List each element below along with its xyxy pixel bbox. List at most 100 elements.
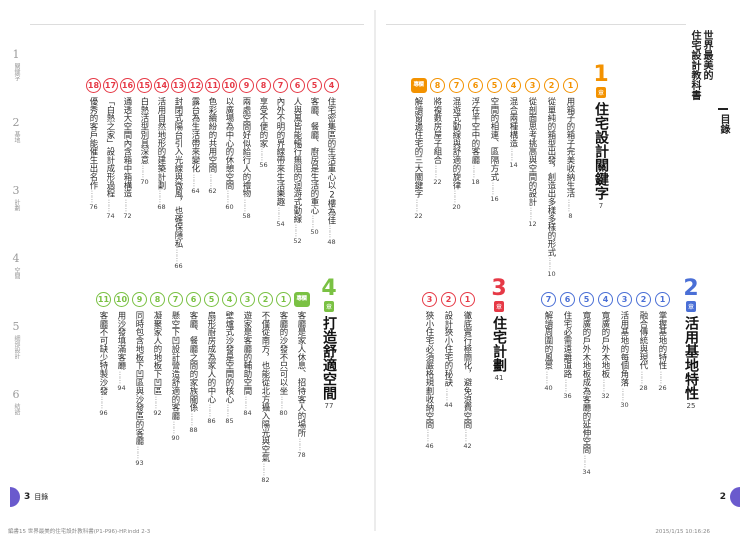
toc-entry: 10 以廣場為中心的休憩空間…… 60 <box>222 78 237 211</box>
entry-page: 42 <box>463 442 472 451</box>
entry-page: 22 <box>414 211 423 220</box>
chapter-title: 住宅計劃 <box>491 316 507 372</box>
entry-page: 60 <box>225 203 234 212</box>
chapter-heading: 4 章打造舒適空間 77 <box>318 278 340 411</box>
toc-entry: 7 解讀周圍的風景…… 40 <box>541 292 556 392</box>
entry-number-badge: 18 <box>86 78 101 93</box>
toc-entry: 3 從剖面思考挑高與空間的設計…… 12 <box>525 78 540 228</box>
leader-dots: …… <box>425 429 434 442</box>
entry-title: 掌握基地的特性 <box>658 311 668 370</box>
entry-number-badge: 3 <box>617 292 632 307</box>
toc-entry: 2 融合傳統與現代…… 28 <box>636 292 651 392</box>
leader-dots: …… <box>620 387 629 400</box>
book-title-line1: 世界最美的 <box>701 30 712 80</box>
page-fold <box>374 10 376 531</box>
entry-number-badge: 10 <box>222 78 237 93</box>
entry-page: 76 <box>89 203 98 212</box>
toc-entry: 18 優秀的客戶能催生出名作…… 76 <box>86 78 101 211</box>
side-nav-label: 結語 <box>13 403 20 415</box>
entry-page: 16 <box>490 194 499 203</box>
side-nav-label: 細部設計 <box>13 335 20 359</box>
toc-entry: 15 白熱活型別具深意…… 70 <box>137 78 152 186</box>
side-nav-label: 關鍵字 <box>13 63 20 81</box>
entry-title: 用箱子的箱子完美收納生活 <box>566 97 576 198</box>
side-nav-label: 計劃 <box>13 199 20 211</box>
entry-number-badge: 5 <box>487 78 502 93</box>
side-nav-label: 空間 <box>13 267 20 279</box>
leader-dots: …… <box>153 395 162 408</box>
toc-entry: 專欄 解讀窗邊住宅的三大關鍵字…… 22 <box>410 78 427 220</box>
entry-number-badge: 4 <box>222 292 237 307</box>
entry-number-badge: 1 <box>563 78 578 93</box>
leader-dots: …… <box>327 225 336 238</box>
entry-title: 浮在半空中的客廳 <box>471 97 481 165</box>
toc-entry: 12 露台為生活帶來變化…… 64 <box>188 78 203 195</box>
entry-page: 54 <box>276 220 285 229</box>
entry-number-badge: 9 <box>239 78 254 93</box>
leader-dots: …… <box>293 223 302 236</box>
entry-number-badge: 6 <box>290 78 305 93</box>
entry-number-badge: 5 <box>579 292 594 307</box>
entry-page: 48 <box>327 238 336 247</box>
entry-number-badge: 1 <box>655 292 670 307</box>
entry-page: 36 <box>563 392 572 401</box>
toc-entry: 9 兩處空間好似給行人的禮物…… 58 <box>239 78 254 220</box>
entry-title: 壁爐式沙發是空間的核心 <box>225 311 235 404</box>
entry-number-badge: 6 <box>186 292 201 307</box>
entry-page: 28 <box>639 383 648 392</box>
chapter-number: 1 <box>593 62 609 87</box>
entry-page: 32 <box>601 392 610 401</box>
page-tab-mark <box>730 487 740 507</box>
toc-entry: 5 客廳、餐廳、廚房是生活的重心…… 50 <box>307 78 322 236</box>
entry-number-badge: 6 <box>560 292 575 307</box>
entry-page: 74 <box>106 211 115 220</box>
entry-title: 享受不便的家 <box>259 97 269 148</box>
side-nav-number: 4 <box>12 252 20 265</box>
entry-title: 活用基地的每個角落 <box>620 311 630 387</box>
chapter-number: 3 <box>491 276 507 301</box>
entry-title: 色彩續紛的共用空間 <box>208 97 218 173</box>
toc-entry: 3 活用基地的每個角落…… 30 <box>617 292 632 409</box>
chapter-title: 打造舒適空間 <box>321 316 337 400</box>
toc-entry: 7 混遊式動線與舒適的旋律…… 20 <box>449 78 464 211</box>
entry-title: 客廳的沙發不只可以坐 <box>279 311 289 395</box>
chapter-title: 住宅設計關鍵字 <box>593 102 609 200</box>
entry-number-badge: 14 <box>154 78 169 93</box>
leader-dots: …… <box>471 165 480 178</box>
chapter-number: 2 <box>683 276 699 301</box>
entry-number-badge: 2 <box>258 292 273 307</box>
leader-dots: …… <box>601 379 610 392</box>
entry-page: 92 <box>153 408 162 417</box>
entry-number-badge: 3 <box>525 78 540 93</box>
toc-entry: 4 住宅密集區的生活重心以2樓為佳…… 48 <box>324 78 339 246</box>
leader-dots: …… <box>99 395 108 408</box>
entry-title: 寬廣的戶外木地板成為客廳的延伸空間 <box>582 311 592 454</box>
leader-dots: …… <box>582 454 591 467</box>
chapter-heading: 2 章活用基地特性 25 <box>680 276 702 411</box>
entry-number-badge: 11 <box>96 292 111 307</box>
leader-dots: …… <box>259 148 268 161</box>
side-nav-item: 2 基地 <box>4 116 28 184</box>
toc-entry: 13 封閉式陽台引入光線與微風，也確保隱私…… 66 <box>171 78 186 270</box>
entry-title: 活用自然地形的建築計劃 <box>157 97 167 190</box>
entry-title: 懸空下凹設計營造舒適的客廳 <box>171 311 181 421</box>
leader-dots: …… <box>544 370 553 383</box>
entry-title: 從單純的箱型出發，創造出多樣多樣的形式 <box>547 97 557 257</box>
leader-dots: …… <box>279 395 288 408</box>
entry-page: 70 <box>140 178 149 187</box>
entry-title: 客廳不可缺少特製沙發 <box>99 311 109 395</box>
entry-number-badge: 12 <box>188 78 203 93</box>
entry-page: 18 <box>471 178 480 187</box>
toc-entry: 17 「白熱之家」設計成形過程…… 74 <box>103 78 118 220</box>
leader-dots: …… <box>297 437 306 450</box>
side-nav-item: 3 計劃 <box>4 184 28 252</box>
leader-dots: …… <box>123 198 132 211</box>
entry-page: 44 <box>444 400 453 409</box>
entry-page: 58 <box>242 211 251 220</box>
leader-dots: …… <box>243 395 252 408</box>
entry-page: 80 <box>279 408 288 417</box>
entry-number-badge: 7 <box>449 78 464 93</box>
side-nav-number: 5 <box>12 320 20 333</box>
toc-entry: 11 客廳不可缺少特製沙發…… 96 <box>96 292 111 417</box>
entry-title: 寬廣的戶外木地板 <box>601 311 611 379</box>
